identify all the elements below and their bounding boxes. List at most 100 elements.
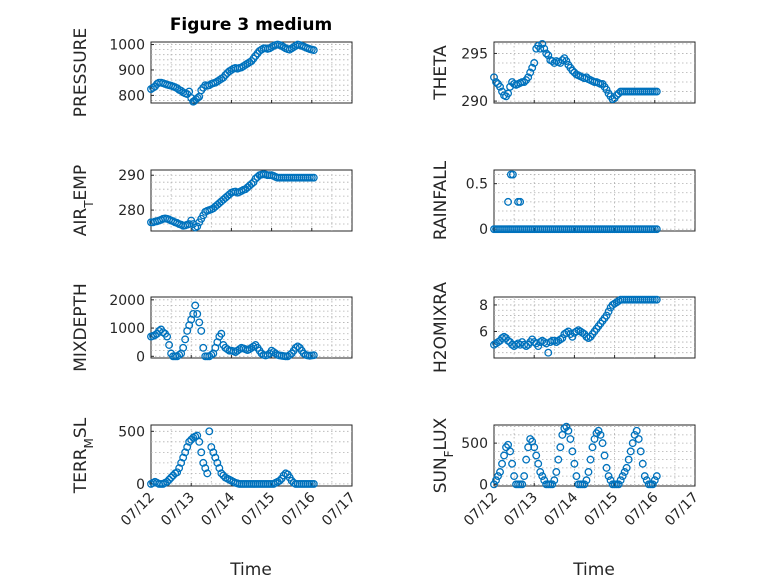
data-point [530, 443, 539, 452]
data-point [616, 476, 625, 485]
data-point [173, 468, 182, 477]
data-point [163, 332, 172, 341]
data-point [526, 68, 535, 77]
data-point [510, 472, 519, 481]
y-tick-label: 1000 [109, 321, 145, 337]
data-point [552, 468, 561, 476]
data-point [598, 439, 607, 448]
data-point [638, 459, 647, 468]
y-axis-label: MIXDEPTH [71, 283, 91, 372]
data-point [500, 451, 508, 460]
data-point [566, 435, 575, 443]
data-point [536, 468, 545, 476]
data-point [554, 455, 563, 464]
data-point [606, 476, 615, 485]
data-point [506, 447, 515, 456]
data-point [648, 480, 657, 489]
data-point [193, 222, 202, 231]
subplot-3: 280 290 AIRTEMP [71, 165, 353, 236]
data-point [534, 342, 543, 351]
subplot-5: 0 1000 2000 MIXDEPTH [71, 283, 353, 372]
data-point [209, 448, 218, 457]
y-tick-label: 500 [118, 424, 145, 440]
data-point [620, 468, 629, 476]
data-point [630, 430, 639, 439]
data-point [520, 472, 529, 481]
data-point [490, 73, 498, 82]
data-point [191, 301, 200, 310]
data-point [652, 225, 661, 234]
data-point [494, 472, 502, 481]
data-point [185, 437, 194, 446]
y-tick-label: 0 [479, 222, 488, 238]
data-point [195, 437, 204, 446]
data-point [544, 51, 553, 60]
data-point [508, 170, 517, 179]
data-point [544, 348, 553, 357]
y-tick-label: 0.5 [466, 177, 488, 193]
data-point [201, 464, 210, 473]
data-point [548, 480, 557, 489]
data-point [652, 87, 661, 96]
data-point [217, 329, 226, 338]
data-point [580, 480, 589, 489]
y-axis-label: THETA [431, 45, 451, 101]
data-point [538, 39, 547, 48]
data-point [532, 451, 541, 460]
data-point [540, 476, 549, 485]
data-point [492, 78, 500, 86]
x-axis-label-right: Time [572, 560, 615, 580]
data-point [199, 343, 208, 352]
data-point [572, 472, 581, 481]
data-point [309, 46, 318, 55]
data-point [652, 295, 661, 304]
figure-title: Figure 3 medium [170, 15, 332, 35]
data-point [538, 472, 547, 481]
y-axis-label: RAINFALL [431, 160, 451, 240]
data-point [602, 85, 611, 94]
data-point [203, 469, 212, 478]
data-point [614, 480, 623, 489]
data-point [309, 351, 318, 360]
data-point [165, 475, 174, 484]
y-tick-label: 1000 [109, 38, 145, 54]
data-point [604, 307, 613, 316]
data-point [195, 318, 204, 327]
y-tick-label: 0 [136, 477, 145, 493]
data-point [498, 459, 506, 468]
data-point [193, 93, 202, 102]
y-tick-label: 280 [118, 203, 145, 219]
data-point [584, 468, 593, 476]
data-point [167, 473, 176, 482]
data-point [189, 309, 198, 318]
data-point [634, 435, 643, 443]
subplot-2: 290 295 THETA [431, 39, 696, 110]
y-tick-label: 2000 [109, 293, 145, 309]
data-point [618, 472, 627, 481]
data-point [632, 426, 641, 435]
data-point [622, 463, 631, 472]
plot-area [493, 169, 696, 232]
data-point [540, 44, 549, 53]
data-point [151, 331, 159, 340]
data-point [249, 342, 258, 351]
data-point [652, 472, 661, 481]
y-axis-label: PRESSURE [71, 28, 91, 117]
data-point [560, 424, 569, 433]
data-point [177, 458, 186, 467]
y-tick-label: 290 [118, 168, 145, 184]
data-point [215, 464, 224, 473]
data-point [528, 63, 537, 72]
y-tick-label: 800 [118, 88, 145, 104]
data-point [640, 472, 649, 481]
data-point [582, 476, 591, 485]
subplot-4: 0 0.5 RAINFALL [431, 160, 696, 240]
data-point [650, 476, 659, 485]
data-point [193, 309, 202, 318]
data-point [490, 480, 498, 489]
data-point [181, 448, 190, 457]
data-point [602, 463, 611, 472]
data-point [542, 49, 551, 58]
data-point [175, 350, 184, 359]
